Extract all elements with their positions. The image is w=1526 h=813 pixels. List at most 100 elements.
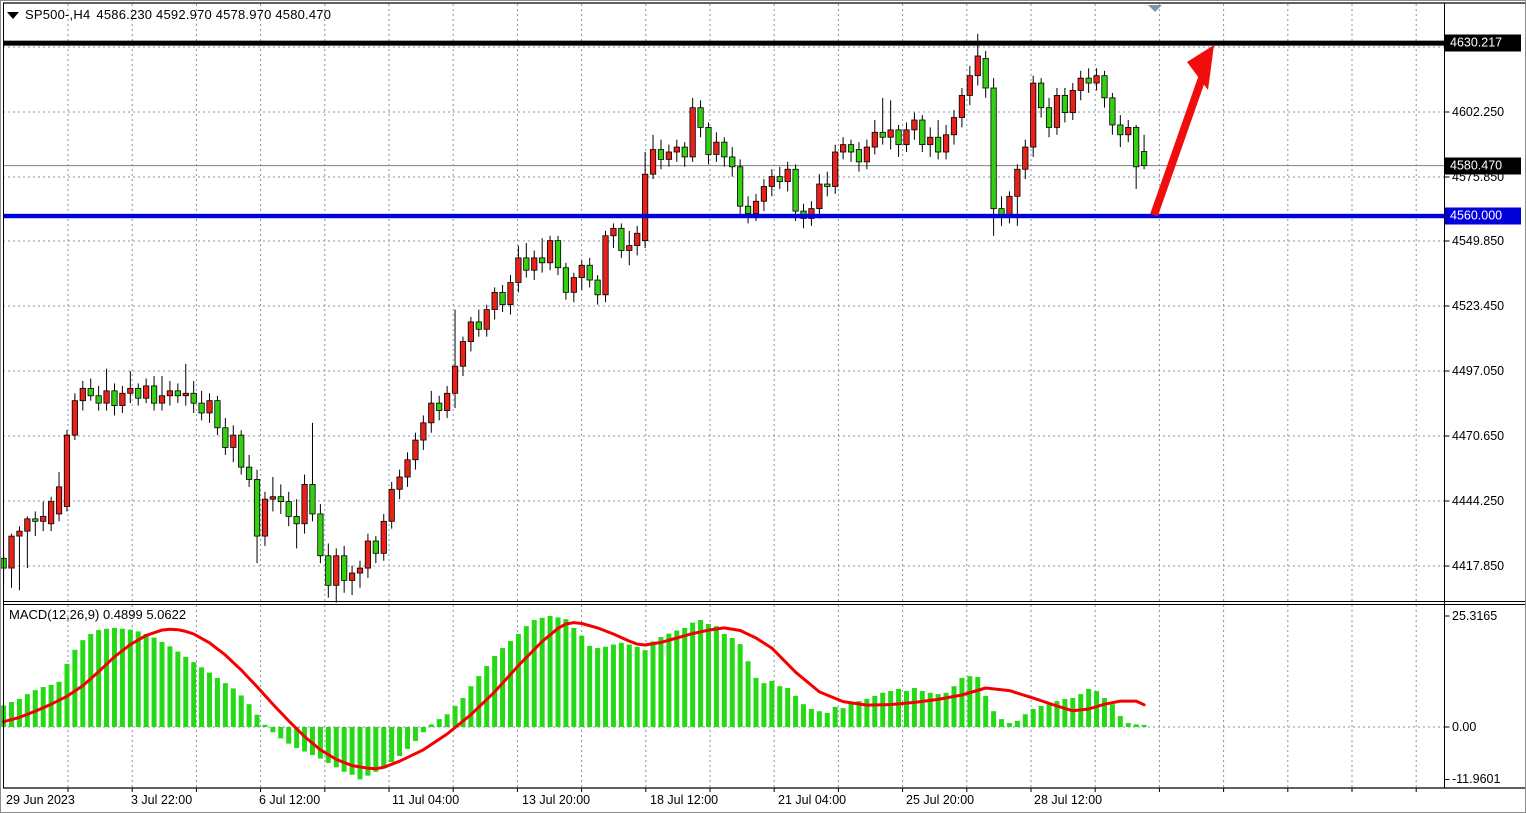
bull-candle [665,151,672,160]
support-line [3,213,1444,219]
macd-histogram-bar [24,694,30,727]
bull-candle [166,390,174,397]
bull-candle [103,390,110,404]
bear-candle [776,176,783,182]
macd-histogram-bar [389,727,395,763]
macd-histogram-bar [357,727,363,780]
bull-candle [784,168,791,182]
macd-histogram-bar [785,687,791,727]
macd-histogram-bar [888,691,894,727]
bull-candle [887,129,894,138]
time-axis-label: 18 Jul 12:00 [650,793,719,807]
macd-histogram-bar [309,727,315,756]
bull-candle [348,572,356,581]
bull-candle [1069,90,1076,114]
bear-candle [150,385,158,404]
bear-candle [705,126,712,155]
macd-histogram-bar [302,727,308,752]
macd-histogram-bar [119,628,125,727]
quote-low: 4578.970 [215,7,272,22]
macd-histogram-bar [199,667,205,727]
bull-candle [491,291,498,310]
bear-candle [792,168,799,212]
bull-candle [713,141,720,155]
bear-candle [222,427,229,448]
resistance-price-badge: 4630.217 [1445,34,1521,52]
bull-candle [396,476,403,490]
macd-histogram-bar [919,691,925,727]
bear-candle [1038,82,1045,109]
macd-histogram-bar [1046,704,1052,727]
bull-candle [602,235,609,296]
bull-candle [40,515,47,522]
macd-histogram-bar [911,687,917,727]
bull-candle [71,400,78,436]
bear-candle [1061,94,1068,114]
bull-candle [182,392,189,397]
macd-indicator-label: MACD(12,26,9) 0.4899 5.0622 [9,607,186,622]
macd-histogram-bar [436,719,442,727]
macd-histogram-bar [468,686,474,727]
macd-histogram-bar [96,630,102,727]
bull-candle [79,387,86,402]
bull-candle [1093,75,1100,84]
macd-histogram-bar [365,727,371,776]
bull-candle [927,136,934,146]
bull-candle [515,257,522,283]
macd-histogram-bar [935,694,941,727]
bear-candle [32,518,39,522]
macd-histogram-bar [705,623,711,727]
bear-candle [586,264,593,281]
macd-histogram-bar [801,704,807,727]
macd-histogram-bar [500,648,506,727]
macd-histogram-bar [238,695,244,727]
macd-histogram-bar [262,724,268,727]
bear-candle [523,257,530,271]
bull-candle [1077,77,1084,91]
resistance-line [3,40,1444,46]
bull-candle [808,208,815,219]
macd-histogram-bar [658,637,664,727]
macd-histogram-bar [1109,704,1115,727]
macd-histogram-bar [698,620,704,727]
bull-candle [649,149,657,175]
bear-candle [277,496,284,503]
bull-candle [832,151,839,187]
price-axis-label: 4549.850 [1452,234,1505,248]
bull-candle [412,439,419,461]
macd-histogram-bar [1117,716,1123,727]
macd-histogram-bar [32,690,38,727]
macd-histogram-bar [1030,709,1036,727]
bull-candle [911,119,918,131]
up-arrow-head [1187,45,1214,90]
macd-histogram-bar [880,692,886,727]
bull-candle [127,387,134,394]
bear-candle [879,131,886,138]
macd-histogram-bar [515,634,521,727]
macd-histogram-bar [539,617,545,727]
bull-candle [760,186,768,202]
last-bar-marker-icon [1148,5,1162,12]
bear-candle [1101,75,1108,99]
macd-histogram-bar [507,641,513,727]
bull-candle [1053,94,1061,128]
bear-candle [341,555,348,581]
bear-candle [214,400,221,429]
bear-candle [594,279,601,296]
bull-candle [261,498,269,537]
up-arrow-shaft [1150,76,1206,217]
macd-histogram-bar [713,626,719,727]
bear-candle [919,119,926,146]
macd-histogram-bar [603,646,609,727]
bull-candle [507,282,514,306]
price-axis-label: 4417.850 [1452,558,1505,573]
bull-candle [531,257,538,271]
quote-ohlc: 4586.230 4592.970 4578.970 4580.470 [96,7,331,22]
macd-histogram-bar [1022,714,1028,727]
quote-open: 4586.230 [96,7,153,22]
macd-histogram-bar [420,727,426,733]
bull-candle [768,176,775,187]
bear-candle [325,555,332,586]
